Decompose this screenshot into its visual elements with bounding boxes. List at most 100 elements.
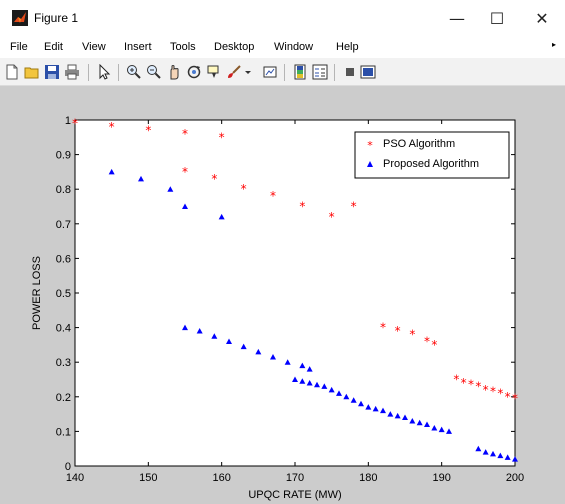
new-figure-icon[interactable] — [4, 64, 20, 80]
proposed-data-point — [138, 175, 144, 182]
pso-data-point: * — [409, 328, 415, 342]
y-tick-label: 1 — [65, 115, 71, 127]
proposed-data-point — [409, 418, 416, 424]
proposed-data-point — [306, 379, 313, 386]
scatter-plot: 140 150 160 170 180 190 200 0 0.1 0.2 0.3 0.4 0.5 0.6… — [31, 115, 524, 501]
data-cursor-icon[interactable] — [206, 64, 222, 80]
proposed-data-point — [512, 456, 518, 462]
pso-data-point: * — [182, 165, 188, 179]
proposed-data-point — [299, 378, 306, 384]
save-icon[interactable] — [44, 64, 60, 80]
pso-data-point: * — [219, 130, 225, 144]
pso-data-point: * — [211, 172, 217, 186]
proposed-data-point — [387, 411, 394, 417]
zoom-out-icon[interactable] — [146, 64, 162, 80]
proposed-data-point — [438, 426, 445, 433]
proposed-data-point — [270, 354, 276, 360]
proposed-data-point — [255, 348, 262, 355]
pso-data-point: * — [431, 338, 437, 352]
menu-edit[interactable]: Edit — [44, 41, 63, 53]
proposed-data-point — [306, 366, 313, 372]
figure-canvas: 140 150 160 170 180 190 200 0 0.1 0.2 0.3 0.4 0.5 0.6… — [0, 86, 565, 504]
pso-data-point: * — [395, 324, 401, 338]
proposed-data-point — [350, 397, 357, 403]
pso-data-point: * — [475, 379, 481, 393]
y-tick-label: 0.1 — [56, 426, 71, 438]
pso-data-point: * — [424, 334, 430, 348]
close-button[interactable]: ✕ — [535, 8, 549, 28]
proposed-data-point — [196, 328, 203, 334]
pso-data-point: * — [182, 127, 188, 141]
legend-icon[interactable] — [312, 64, 328, 80]
proposed-data-point — [482, 449, 489, 455]
brush-icon[interactable] — [226, 64, 242, 80]
x-tick-label: 140 — [66, 472, 84, 484]
menu-help[interactable]: Help — [336, 41, 359, 53]
pso-data-point: * — [270, 189, 276, 203]
menu-window[interactable]: Window — [274, 41, 314, 53]
minimize-button[interactable]: — — [449, 8, 465, 28]
print-icon[interactable] — [64, 64, 80, 80]
pso-data-point: * — [241, 182, 247, 196]
pso-data-point: * — [505, 390, 511, 404]
proposed-data-point — [240, 343, 247, 350]
pan-icon[interactable] — [166, 64, 182, 80]
proposed-data-point — [446, 428, 452, 434]
title-bar: Figure 1 — ☐ ✕ — [0, 0, 565, 36]
pso-data-point: * — [72, 116, 78, 130]
pso-data-point: * — [351, 200, 357, 214]
open-file-icon[interactable] — [24, 64, 40, 80]
x-axis-label: UPQC RATE (MW) — [248, 489, 341, 501]
legend-box — [354, 131, 510, 179]
figure-toolbar — [0, 58, 565, 86]
y-axis-label: POWER LOSS — [31, 256, 43, 330]
proposed-data-point — [336, 390, 342, 396]
zoom-in-icon[interactable] — [126, 64, 142, 80]
brush-dropdown-icon[interactable] — [244, 64, 252, 80]
proposed-data-point — [284, 359, 291, 365]
menu-desktop[interactable]: Desktop — [214, 41, 255, 53]
rotate-icon[interactable] — [186, 64, 202, 80]
proposed-data-point — [314, 381, 320, 388]
x-tick-label: 150 — [139, 472, 157, 484]
legend-proposed-label: Proposed Algorithm — [383, 158, 479, 170]
proposed-data-point — [431, 424, 438, 431]
y-tick-label: 0.2 — [56, 392, 71, 404]
proposed-data-point — [358, 400, 364, 407]
proposed-data-point — [108, 168, 115, 175]
proposed-data-point — [321, 383, 328, 389]
proposed-data-point — [226, 338, 232, 344]
menu-view[interactable]: View — [82, 41, 106, 53]
x-tick-label: 170 — [286, 472, 304, 484]
menu-tools[interactable]: Tools — [170, 41, 196, 53]
proposed-data-point — [218, 213, 225, 220]
proposed-data-point — [182, 324, 188, 331]
window-title: Figure 1 — [34, 11, 79, 25]
menu-overflow-icon[interactable]: ▸ — [552, 40, 557, 49]
pso-data-point: * — [145, 123, 151, 137]
colorbar-icon[interactable] — [292, 64, 308, 80]
proposed-data-point — [328, 386, 335, 393]
proposed-data-point — [424, 421, 430, 427]
proposed-data-point — [475, 445, 482, 452]
proposed-data-point — [497, 452, 504, 459]
hide-plot-tools-icon[interactable] — [342, 64, 358, 80]
pointer-icon[interactable] — [96, 64, 112, 80]
proposed-data-point — [416, 419, 423, 426]
y-tick-label: 0.6 — [56, 253, 71, 265]
menu-file[interactable]: File — [10, 41, 28, 53]
maximize-button[interactable]: ☐ — [489, 8, 505, 28]
proposed-data-point — [343, 393, 350, 400]
y-tick-label: 0.9 — [56, 150, 71, 162]
pso-data-point: * — [497, 386, 503, 400]
legend: * PSO Algorithm Proposed Algorithm — [354, 131, 510, 179]
proposed-data-point — [372, 405, 379, 412]
proposed-data-point — [365, 404, 372, 410]
menu-insert[interactable]: Insert — [124, 41, 152, 53]
pso-data-point: * — [490, 385, 496, 399]
x-tick-label: 190 — [432, 472, 450, 484]
proposed-data-point — [182, 203, 188, 209]
link-icon[interactable] — [262, 64, 278, 80]
show-plot-tools-icon[interactable] — [360, 64, 376, 80]
pso-data-point: * — [468, 378, 474, 392]
